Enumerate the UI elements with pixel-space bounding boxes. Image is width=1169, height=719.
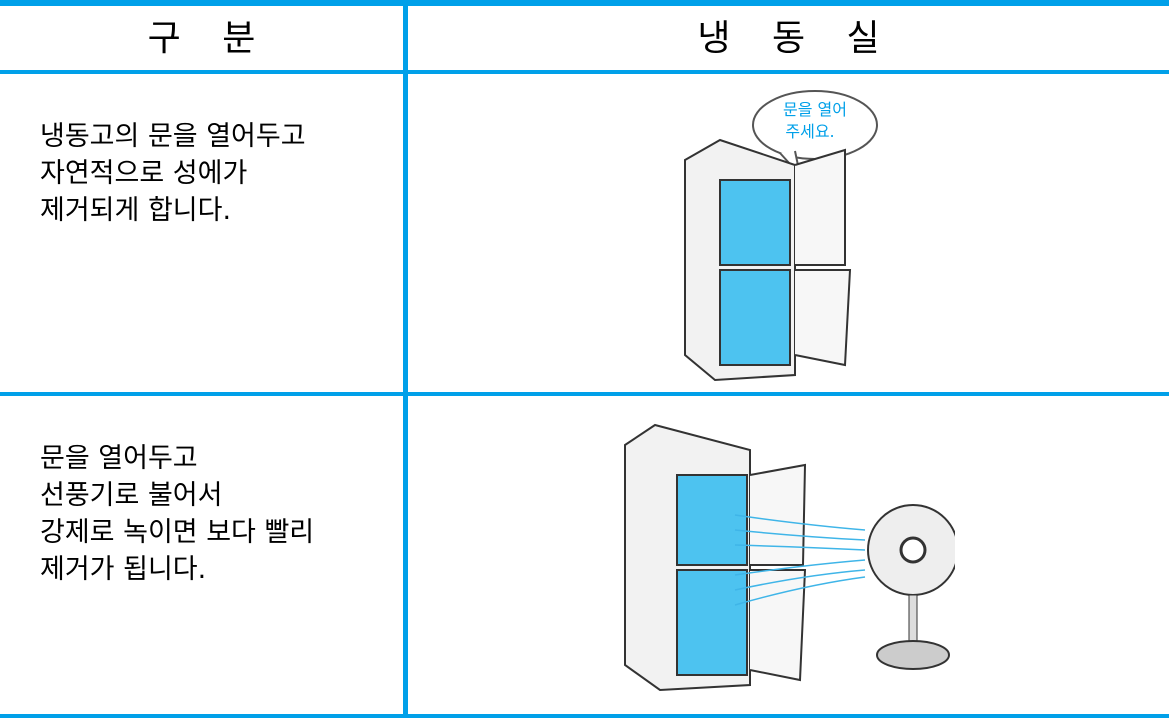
fridge-fan-illustration: [624, 423, 955, 692]
text-line: 강제로 녹이면 보다 빨리: [40, 517, 315, 548]
text-line: 제거가 됩니다.: [40, 554, 207, 585]
header-cell: 구 분: [147, 18, 256, 59]
text-line: 제거되게 합니다.: [40, 195, 232, 226]
text-line: 냉동고의 문을 열어두고: [40, 121, 306, 152]
header-cell: 냉 동 실: [697, 18, 880, 59]
bottom-border: [0, 714, 1169, 718]
text-line: 선풍기로 불어서: [40, 480, 223, 511]
column-divider: [403, 0, 408, 716]
top-border: [0, 0, 1169, 6]
fridge-illustration: 문을 열어 주세요.: [684, 90, 878, 382]
speech-text: 주세요.: [785, 122, 834, 141]
row-border: [0, 392, 1169, 396]
header-border: [0, 70, 1169, 74]
text-line: 문을 열어두고: [40, 443, 198, 474]
text-line: 자연적으로 성에가: [40, 158, 248, 189]
speech-text: 문을 열어: [783, 100, 847, 119]
